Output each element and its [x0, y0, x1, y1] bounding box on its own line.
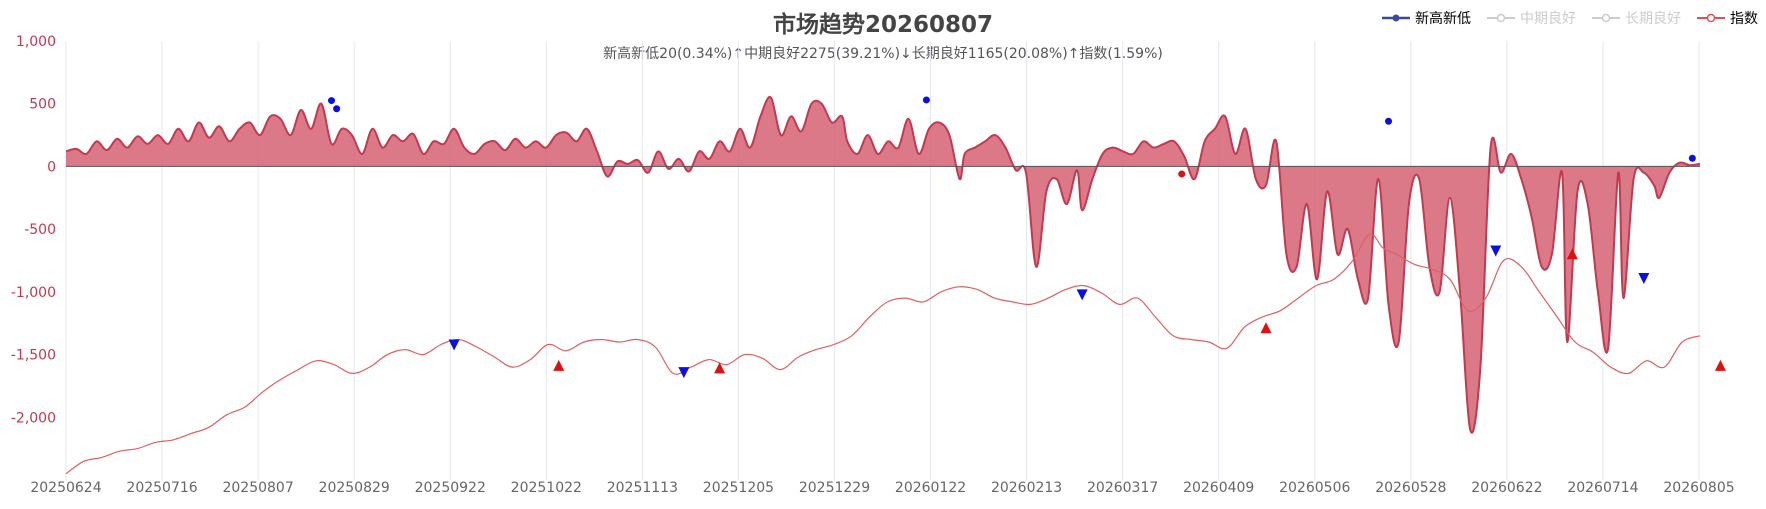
x-tick-label: 20250829	[319, 480, 390, 496]
x-tick-label: 20260317	[1087, 480, 1158, 496]
sell-triangle-marker	[1076, 289, 1088, 301]
signal-dot-marker	[1688, 154, 1696, 162]
x-tick-label: 20260528	[1375, 480, 1446, 496]
x-tick-label: 20250807	[222, 480, 293, 496]
x-tick-label: 20260622	[1471, 480, 1542, 496]
legend-label: 长期良好	[1625, 11, 1681, 27]
x-tick-label: 20251022	[511, 480, 582, 496]
x-tick-label: 20260805	[1663, 480, 1734, 496]
sell-triangle-marker	[1638, 273, 1650, 285]
y-tick-label: 1,000	[16, 34, 56, 50]
index-line-series	[65, 233, 1701, 475]
line-marker-icon	[1382, 14, 1410, 22]
index-line	[65, 233, 1701, 475]
x-tick-label: 20260122	[895, 480, 966, 496]
sell-triangle-marker	[678, 367, 690, 379]
highlow-area-fill	[66, 96, 1700, 433]
signal-dot-marker	[1385, 117, 1393, 125]
signal-dot-marker	[328, 97, 336, 105]
y-tick-label: -1,500	[11, 348, 56, 364]
line-marker-icon	[1592, 13, 1620, 23]
sell-triangle-marker	[1490, 245, 1502, 257]
signal-dot-marker	[922, 96, 930, 104]
x-tick-label: 20250716	[126, 480, 197, 496]
y-tick-label: 500	[29, 97, 56, 113]
signal-dot-marker	[1178, 170, 1186, 178]
y-tick-label: 0	[47, 159, 56, 175]
x-tick-label: 20251113	[607, 480, 678, 496]
buy-triangle-marker	[1714, 359, 1726, 371]
line-marker-icon	[1487, 13, 1515, 23]
grid-lines	[65, 41, 1700, 480]
x-tick-label: 20251229	[799, 480, 870, 496]
x-tick-label: 20251205	[703, 480, 774, 496]
legend-label: 指数	[1730, 11, 1758, 27]
highlow-area-series	[65, 95, 1701, 434]
x-tick-label: 20250922	[415, 480, 486, 496]
legend-item-index[interactable]: 指数	[1697, 8, 1758, 28]
legend: 新高新低 中期良好 长期良好 指数	[1382, 8, 1758, 28]
buy-triangle-marker	[1260, 322, 1272, 334]
y-tick-label: -1,000	[11, 285, 56, 301]
buy-triangle-marker	[714, 362, 726, 374]
x-tick-label: 20250624	[30, 480, 101, 496]
buy-triangle-marker	[1566, 248, 1578, 260]
x-tick-label: 20260409	[1183, 480, 1254, 496]
legend-item-longterm[interactable]: 长期良好	[1592, 8, 1681, 28]
chart-title: 市场趋势20260807	[772, 12, 994, 38]
y-axis: 1,000 500 0 -500 -1,000 -1,500 -2,000	[11, 34, 56, 426]
x-tick-label: 20260714	[1567, 480, 1638, 496]
line-marker-icon	[1697, 13, 1725, 23]
highlow-area-line	[65, 95, 1701, 434]
legend-label: 中期良好	[1520, 11, 1576, 27]
buy-triangle-marker	[553, 359, 565, 371]
legend-item-midterm[interactable]: 中期良好	[1487, 8, 1576, 28]
x-tick-label: 20260506	[1279, 480, 1350, 496]
x-axis: 20250624 20250716 20250807 20250829 20250922…	[30, 480, 1734, 496]
signal-markers	[328, 96, 1726, 379]
chart-subtitle: 新高新低20(0.34%)↑中期良好2275(39.21%)↓长期良好1165(…	[603, 46, 1163, 62]
y-tick-label: -2,000	[11, 410, 56, 426]
legend-label: 新高新低	[1415, 11, 1471, 27]
sell-triangle-marker	[448, 339, 460, 351]
signal-dot-marker	[333, 105, 341, 113]
y-tick-label: -500	[24, 222, 56, 238]
legend-item-highlow[interactable]: 新高新低	[1382, 8, 1471, 28]
x-tick-label: 20260213	[991, 480, 1062, 496]
